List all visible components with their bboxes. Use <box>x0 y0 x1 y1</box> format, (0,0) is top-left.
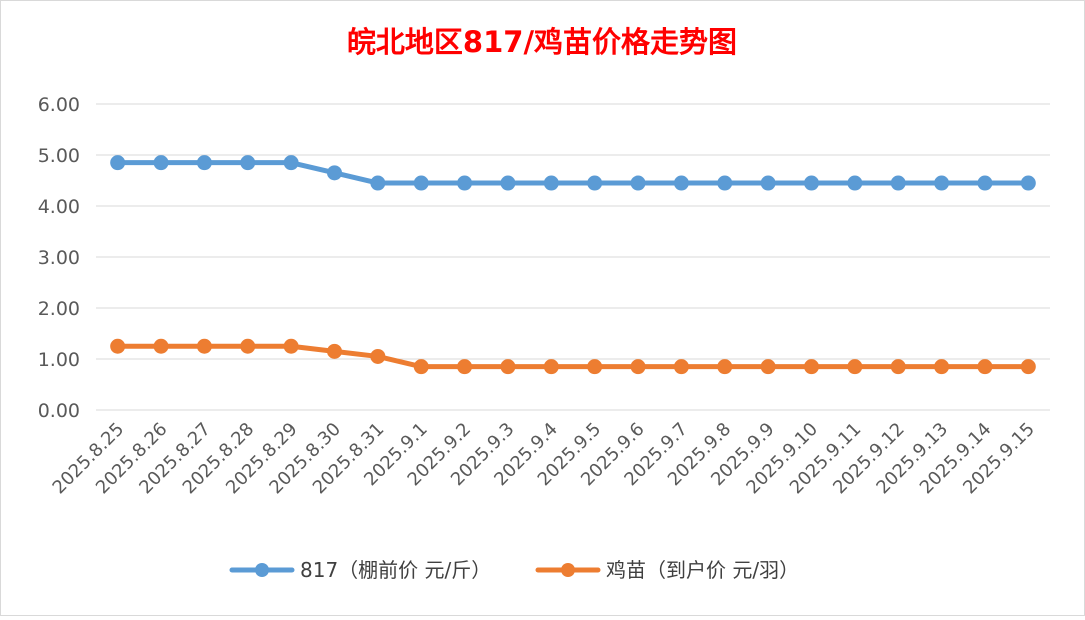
y-tick-label: 5.00 <box>38 145 80 167</box>
data-point <box>977 175 993 191</box>
data-point <box>153 155 169 171</box>
data-point <box>673 359 689 375</box>
data-point <box>543 359 559 375</box>
data-point <box>457 359 473 375</box>
data-point <box>110 155 126 171</box>
legend-label: 817（棚前价 元/斤） <box>300 558 491 582</box>
data-point <box>413 359 429 375</box>
data-point <box>196 338 212 354</box>
data-point <box>890 175 906 191</box>
legend-swatch-marker <box>561 563 575 577</box>
data-point <box>760 175 776 191</box>
data-point <box>543 175 559 191</box>
data-point <box>327 165 342 181</box>
data-point <box>977 359 993 375</box>
data-point <box>587 359 603 375</box>
series-line <box>115 160 1031 186</box>
data-point <box>804 175 819 191</box>
y-tick-label: 4.00 <box>38 196 80 218</box>
data-point <box>240 338 256 354</box>
data-point <box>934 359 950 375</box>
data-point <box>370 348 386 364</box>
legend: 817（棚前价 元/斤） 鸡苗（到户价 元/羽） <box>229 558 799 582</box>
data-point <box>413 175 429 191</box>
legend-label: 鸡苗（到户价 元/羽） <box>606 558 799 582</box>
data-point <box>327 343 342 359</box>
data-point <box>760 359 776 375</box>
data-point <box>630 175 646 191</box>
y-tick-label: 2.00 <box>38 298 80 320</box>
data-point <box>500 175 516 191</box>
data-point <box>370 175 386 191</box>
data-point <box>934 175 950 191</box>
y-tick-label: 6.00 <box>38 94 80 116</box>
legend-item: 817（棚前价 元/斤） <box>229 558 491 582</box>
data-point <box>1020 359 1036 375</box>
data-point <box>500 359 516 375</box>
y-axis-ticks: 0.00 1.00 2.00 3.00 4.00 5.00 6.00 <box>38 94 80 422</box>
y-tick-label: 1.00 <box>38 349 80 371</box>
data-point <box>283 338 299 354</box>
data-point <box>717 359 733 375</box>
data-point <box>240 155 256 171</box>
series-layer <box>110 155 1036 375</box>
y-tick-label: 3.00 <box>38 247 80 269</box>
legend-item: 鸡苗（到户价 元/羽） <box>535 558 799 582</box>
y-tick-label: 0.00 <box>38 400 80 422</box>
data-point <box>847 175 863 191</box>
data-point <box>587 175 603 191</box>
series-2 <box>110 338 1036 375</box>
chart-title: 皖北地区817/鸡苗价格走势图 <box>347 25 737 59</box>
data-point <box>804 359 819 375</box>
gridlines <box>96 103 1050 411</box>
data-point <box>717 175 733 191</box>
data-point <box>630 359 646 375</box>
series-line <box>115 343 1031 370</box>
data-point <box>1020 175 1036 191</box>
data-point <box>673 175 689 191</box>
series-1 <box>110 155 1036 191</box>
legend-swatch-marker <box>255 563 269 577</box>
data-point <box>283 155 299 171</box>
data-point <box>890 359 906 375</box>
data-point <box>847 359 863 375</box>
data-point <box>196 155 212 171</box>
data-point <box>110 338 126 354</box>
data-point <box>457 175 473 191</box>
data-point <box>153 338 169 354</box>
